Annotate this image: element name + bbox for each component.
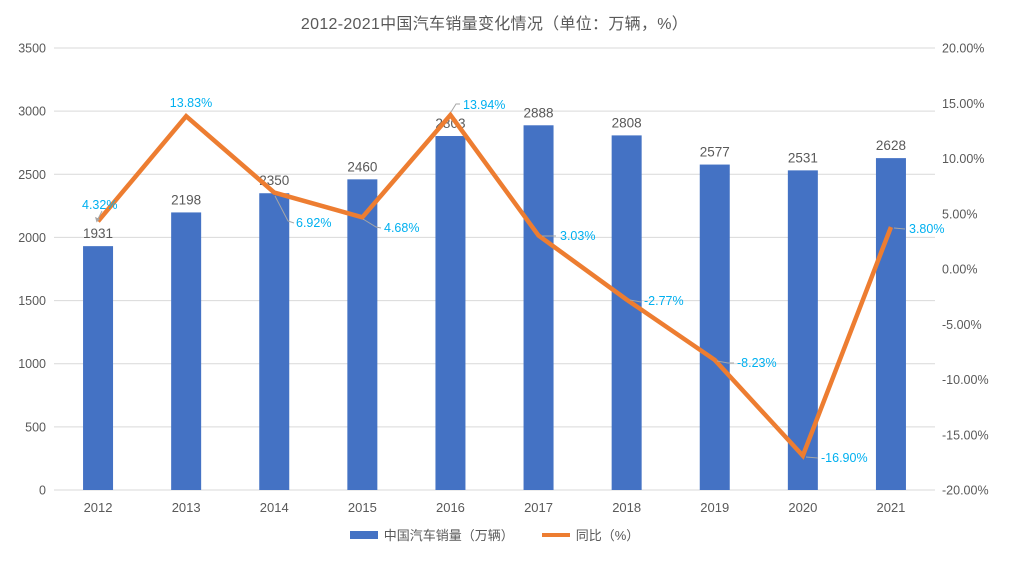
yoy-value-label-2016: 13.94%	[463, 98, 505, 112]
bar-value-label-2017: 2888	[524, 105, 554, 120]
left-axis-tick-label: 3500	[18, 42, 46, 56]
x-axis-label-2012: 2012	[84, 500, 113, 515]
x-axis-label-2021: 2021	[876, 500, 905, 515]
left-axis-tick-label: 0	[39, 484, 46, 498]
chart-legend: 中国汽车销量（万辆） 同比（%）	[54, 525, 935, 544]
legend-item-yoy: 同比（%）	[541, 525, 640, 544]
yoy-value-label-2019: -8.23%	[737, 356, 777, 370]
bar-2020	[787, 170, 818, 490]
bar-2017	[523, 125, 554, 490]
bar-value-label-2012: 1931	[83, 226, 113, 241]
legend-line-label: 同比（%）	[575, 528, 640, 543]
bar-2018	[611, 135, 642, 490]
legend-item-sales: 中国汽车销量（万辆）	[349, 525, 514, 544]
bar-value-label-2013: 2198	[171, 192, 201, 207]
bar-2013	[171, 212, 202, 490]
right-axis-tick-label: 0.00%	[942, 263, 977, 277]
x-axis-label-2017: 2017	[524, 500, 553, 515]
yoy-label-arrowhead-icon	[95, 216, 100, 223]
yoy-value-label-2017: 3.03%	[560, 229, 595, 243]
right-axis-tick-label: -15.00%	[942, 428, 989, 442]
yoy-label-leader-line	[274, 195, 295, 224]
yoy-label-leader-line	[450, 103, 460, 113]
yoy-value-label-2018: -2.77%	[644, 294, 684, 308]
left-axis-tick-label: 1000	[18, 357, 46, 371]
right-axis-tick-label: -20.00%	[942, 484, 989, 498]
legend-line-swatch-icon	[541, 532, 570, 537]
yoy-label-leader-line	[893, 227, 906, 230]
left-axis-tick-label: 3000	[18, 105, 46, 119]
bar-value-label-2018: 2808	[612, 115, 642, 130]
left-axis-tick-label: 2500	[18, 168, 46, 182]
x-axis-label-2018: 2018	[612, 500, 641, 515]
bar-2012	[83, 246, 114, 490]
right-axis-tick-label: 20.00%	[942, 42, 984, 56]
x-axis-label-2013: 2013	[172, 500, 201, 515]
left-axis-tick-label: 500	[25, 420, 46, 434]
bar-2019	[699, 164, 730, 491]
yoy-label-leader-line	[97, 210, 103, 220]
right-axis-tick-label: 5.00%	[942, 207, 977, 221]
bar-value-label-2021: 2628	[876, 138, 906, 153]
right-axis-tick-label: 10.00%	[942, 152, 984, 166]
bar-2016	[435, 136, 466, 490]
right-axis-tick-label: -5.00%	[942, 318, 982, 332]
x-axis-label-2014: 2014	[260, 500, 289, 515]
yoy-value-label-2013: 13.83%	[170, 96, 212, 110]
bar-2014	[259, 193, 290, 490]
x-axis-label-2020: 2020	[788, 500, 817, 515]
x-axis-label-2016: 2016	[436, 500, 465, 515]
yoy-line	[96, 111, 894, 460]
yoy-value-label-2020: -16.90%	[821, 451, 868, 465]
yoy-value-label-2021: 3.80%	[909, 222, 944, 236]
bar-value-label-2015: 2460	[347, 159, 377, 174]
yoy-label-leader-line	[629, 299, 642, 303]
yoy-label-leader-line	[805, 456, 819, 459]
left-axis-tick-label: 1500	[18, 294, 46, 308]
x-axis-label-2015: 2015	[348, 500, 377, 515]
yoy-value-label-2014: 6.92%	[296, 216, 331, 230]
bar-value-label-2020: 2531	[788, 150, 818, 165]
bar-2021	[875, 158, 906, 490]
yoy-value-label-2012: 4.32%	[82, 198, 117, 212]
bar-value-label-2019: 2577	[700, 145, 730, 160]
x-axis-label-2019: 2019	[700, 500, 729, 515]
bar-2015	[347, 179, 378, 490]
legend-bar-swatch-icon	[349, 530, 378, 539]
yoy-value-label-2015: 4.68%	[384, 221, 419, 235]
yoy-label-leader-line	[716, 360, 734, 364]
chart-title: 2012-2021中国汽车销量变化情况（单位：万辆，%）	[300, 16, 689, 33]
yoy-label-leader-line	[362, 218, 382, 229]
right-axis-tick-label: -10.00%	[942, 373, 989, 387]
right-axis-tick-label: 15.00%	[942, 97, 984, 111]
left-axis-tick-label: 2000	[18, 231, 46, 245]
legend-bar-label: 中国汽车销量（万辆）	[383, 528, 514, 543]
